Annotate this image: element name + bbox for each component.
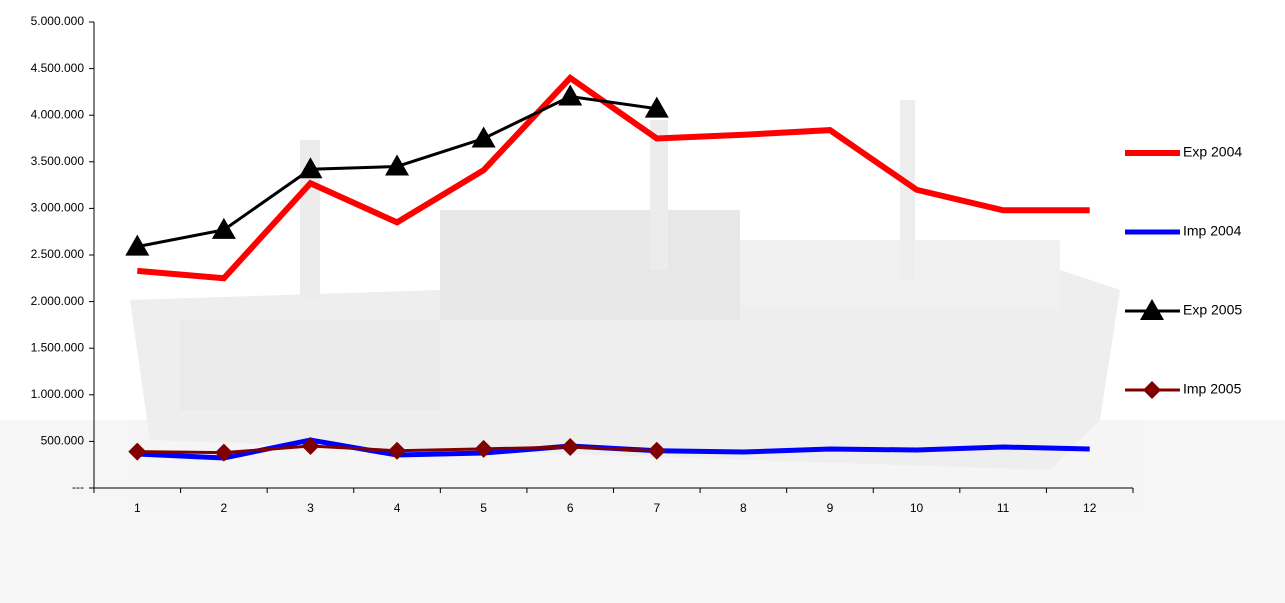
marker [388,441,407,460]
y-tick-label: 500.000 [41,434,85,448]
x-tick-label: 5 [480,501,487,515]
x-tick-label: 12 [1083,501,1097,515]
x-tick-label: 1 [134,501,141,515]
marker [128,442,147,461]
x-tick-label: 11 [997,501,1010,515]
legend-label: Imp 2005 [1183,381,1242,397]
y-tick-label: 3.500.000 [31,154,85,168]
marker [474,439,493,458]
marker [561,437,580,456]
legend-label: Exp 2004 [1183,144,1242,160]
y-tick-label: 4.500.000 [31,61,85,75]
series [128,437,666,462]
y-tick-label: 5.000.000 [31,14,85,28]
y-tick-label: 2.500.000 [31,247,85,261]
y-tick-label: 2.000.000 [31,294,85,308]
marker [211,217,236,239]
legend: Exp 2004 Imp 2004 Exp 2005 Imp 2005 [1125,144,1242,399]
x-tick-label: 2 [221,501,228,515]
x-tick-label: 9 [827,501,834,515]
marker [558,84,583,106]
x-tick-label: 4 [394,501,401,515]
series [137,73,1090,282]
marker [301,437,320,456]
x-tick-label: 3 [307,501,314,515]
legend-label: Imp 2004 [1183,223,1242,239]
y-tick-label: 3.000.000 [31,201,85,215]
x-tick-label: 8 [740,501,747,515]
x-tick-label: 6 [567,501,574,515]
series [125,84,669,256]
y-tick-label: 1.000.000 [31,387,85,401]
marker [125,234,150,256]
marker [647,441,666,460]
marker [644,96,669,118]
marker [214,443,233,462]
marker [1143,381,1161,399]
background-photo [0,100,1285,603]
y-tick-label: 4.000.000 [31,107,85,121]
marker [385,154,410,176]
marker [1140,299,1164,320]
y-tick-label: 1.500.000 [31,340,85,354]
y-tick-label: --- [72,480,84,494]
legend-label: Exp 2005 [1183,302,1242,318]
marker [471,126,496,148]
x-tick-label: 7 [653,501,660,515]
marker [298,157,323,179]
x-tick-label: 10 [910,501,924,515]
series-line [137,73,1090,282]
